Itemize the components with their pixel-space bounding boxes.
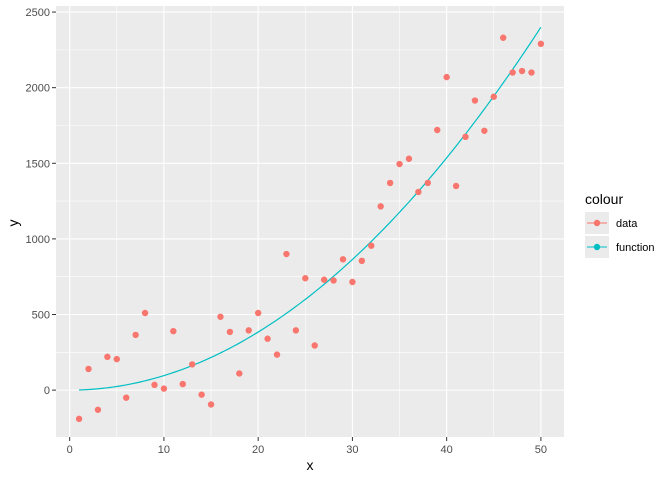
data-point <box>292 327 300 334</box>
legend: colour data function <box>585 191 655 258</box>
data-point <box>415 188 422 196</box>
data-point <box>330 277 337 284</box>
data-point <box>113 355 120 363</box>
data-point <box>236 370 243 377</box>
data-point <box>254 309 262 317</box>
y-tick-label: 2500 <box>26 7 50 19</box>
data-point <box>368 242 375 249</box>
data-point <box>452 182 460 190</box>
data-point <box>377 203 384 210</box>
data-point <box>245 327 252 334</box>
data-point <box>94 406 102 413</box>
data-point <box>151 381 158 389</box>
y-axis: 0 500 1000 1500 2000 2500 <box>26 7 56 397</box>
data-point <box>188 361 196 368</box>
data-point <box>386 179 394 187</box>
data-point <box>217 313 224 320</box>
x-axis: 0 10 20 30 40 50 <box>67 437 547 456</box>
data-point <box>339 256 347 263</box>
data-point <box>528 69 535 76</box>
grid-minor <box>56 6 564 437</box>
data-point <box>141 309 149 317</box>
data-point <box>509 69 516 76</box>
data-point <box>462 133 469 141</box>
data-point <box>349 278 356 286</box>
data-point <box>170 327 177 335</box>
data-point <box>490 93 497 100</box>
plot-panel <box>56 6 564 437</box>
data-point <box>311 342 318 349</box>
data-point <box>443 73 450 81</box>
y-tick-label: 1000 <box>26 234 50 246</box>
legend-label-data: data <box>616 218 638 230</box>
legend-key-point <box>593 243 601 251</box>
data-point <box>434 126 441 134</box>
legend-key-point <box>593 219 601 227</box>
data-point <box>273 351 281 358</box>
x-tick-label: 10 <box>158 444 170 456</box>
x-tick-label: 50 <box>535 444 547 456</box>
legend-entries: data function <box>585 212 655 258</box>
data-point <box>500 34 507 41</box>
legend-label-function: function <box>616 242 655 254</box>
y-tick-label: 1500 <box>26 158 50 170</box>
series-points <box>75 34 545 423</box>
x-tick-label: 20 <box>252 444 264 456</box>
x-axis-title: x <box>307 457 314 473</box>
data-point <box>320 276 328 283</box>
data-point <box>471 97 479 104</box>
x-tick-label: 30 <box>346 444 358 456</box>
data-point <box>132 331 139 339</box>
data-point <box>481 127 488 134</box>
data-point <box>226 328 234 336</box>
data-point <box>405 155 413 162</box>
x-tick-label: 40 <box>441 444 453 456</box>
x-tick-label: 0 <box>67 444 73 456</box>
data-point <box>264 335 271 342</box>
data-point <box>358 257 366 265</box>
y-tick-label: 500 <box>32 310 50 322</box>
y-axis-title: y <box>5 220 21 227</box>
data-point <box>104 353 111 361</box>
data-point <box>302 275 309 282</box>
data-point <box>396 160 403 168</box>
data-point <box>198 391 205 398</box>
data-point <box>518 67 526 75</box>
data-point <box>123 394 130 401</box>
data-point <box>75 415 83 423</box>
data-point <box>85 365 92 373</box>
y-tick-label: 0 <box>44 385 50 397</box>
data-point <box>160 385 168 392</box>
legend-title: colour <box>585 191 623 207</box>
data-point <box>179 380 186 388</box>
data-point <box>424 179 432 187</box>
grid-major <box>56 6 564 437</box>
data-point <box>207 401 215 408</box>
data-point <box>283 250 290 258</box>
y-tick-label: 2000 <box>26 83 50 95</box>
data-point <box>537 40 545 48</box>
